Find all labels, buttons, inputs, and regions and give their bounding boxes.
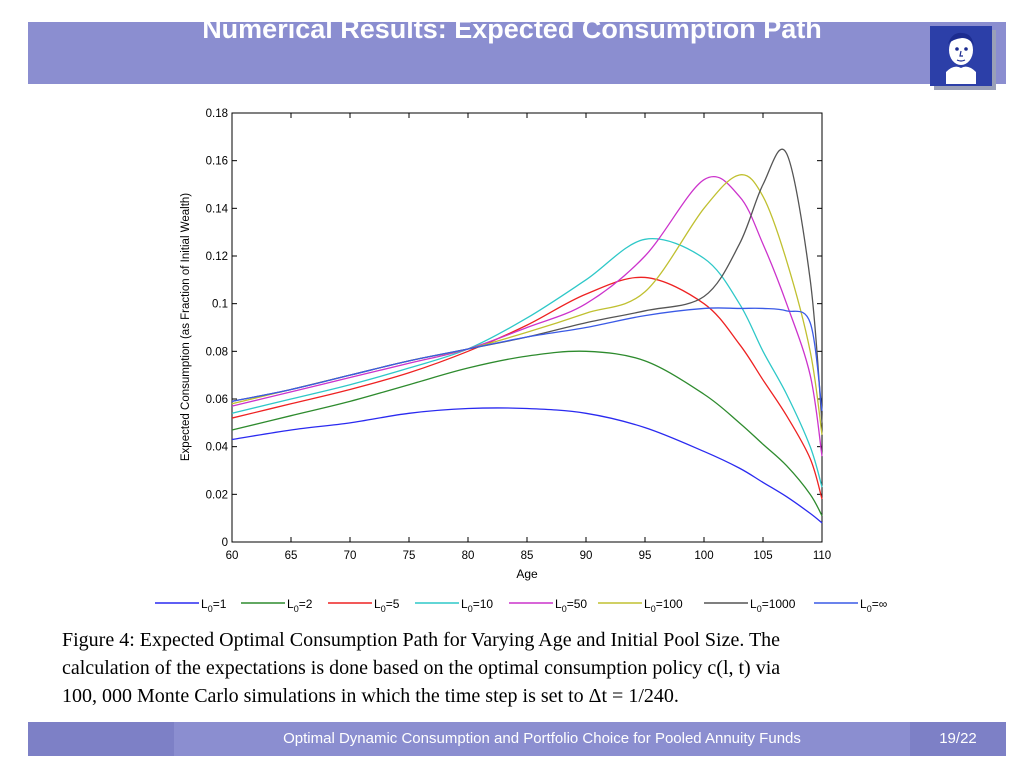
y-tick-label: 0.18 (206, 108, 228, 120)
page-number: 19/22 (939, 730, 977, 747)
x-tick-label: 60 (226, 550, 239, 562)
series-line-L010 (231, 238, 823, 488)
x-tick-label: 85 (521, 550, 534, 562)
series-line-L02 (231, 350, 823, 517)
legend-label: L0=2 (287, 597, 313, 614)
y-axis-label: Expected Consumption (as Fraction of Ini… (180, 193, 192, 461)
legend-label: L0=50 (555, 597, 587, 614)
y-tick-label: 0 (222, 537, 228, 549)
footer-right-block (910, 722, 1006, 756)
x-tick-label: 75 (403, 550, 416, 562)
x-tick-label: 65 (285, 550, 298, 562)
x-tick-label: 110 (813, 550, 831, 562)
y-tick-label: 0.08 (206, 346, 228, 358)
title-bar (28, 22, 1006, 84)
consumption-chart: 0 0.02 0.04 0.06 0.08 0.1 0.12 0.14 0.16 0.18 60 6… (155, 108, 887, 614)
x-tick-label: 100 (694, 550, 713, 562)
caption-line: 100, 000 Monte Carlo simulations in whic… (62, 685, 679, 707)
y-tick-label: 0.1 (212, 299, 228, 311)
y-tick-label: 0.02 (206, 489, 228, 501)
x-tick-label: 105 (753, 550, 772, 562)
figure-caption: Figure 4: Expected Optimal Consumption P… (62, 626, 988, 710)
y-tick-label: 0.04 (206, 442, 229, 454)
y-tick-label: 0.16 (206, 156, 228, 168)
x-tick-label: 95 (639, 550, 652, 562)
legend-label: L0=10 (461, 597, 493, 614)
slide-title: Numerical Results: Expected Consumption … (202, 14, 822, 44)
legend-label: L0=1000 (750, 597, 796, 614)
legend-label: L0=100 (644, 597, 683, 614)
legend-label: L0=∞ (860, 597, 887, 614)
university-logo (930, 26, 996, 90)
caption-line: calculation of the expectations is done … (62, 657, 781, 679)
series-line-L0 (231, 307, 823, 412)
x-tick-label: 90 (580, 550, 593, 562)
footer-bar: Optimal Dynamic Consumption and Portfoli… (28, 722, 1006, 756)
y-tick-label: 0.14 (206, 203, 229, 215)
series-line-L05 (231, 276, 823, 500)
x-tick-label: 80 (462, 550, 475, 562)
y-tick-label: 0.06 (206, 394, 228, 406)
footer-left-block (28, 722, 174, 756)
y-tick-label: 0.12 (206, 251, 228, 263)
series-line-L050 (231, 175, 823, 457)
legend-label: L0=5 (374, 597, 400, 614)
x-tick-label: 70 (344, 550, 357, 562)
legend: L0=1 L0=2 L0=5 L0=10 L0=50 L0=100 L0=1000 L0=∞ (155, 597, 887, 614)
legend-label: L0=1 (201, 597, 227, 614)
x-axis-label: Age (516, 567, 538, 581)
series-line-L01 (231, 407, 823, 524)
caption-line: Figure 4: Expected Optimal Consumption P… (62, 629, 781, 651)
footer-title: Optimal Dynamic Consumption and Portfoli… (283, 730, 801, 747)
